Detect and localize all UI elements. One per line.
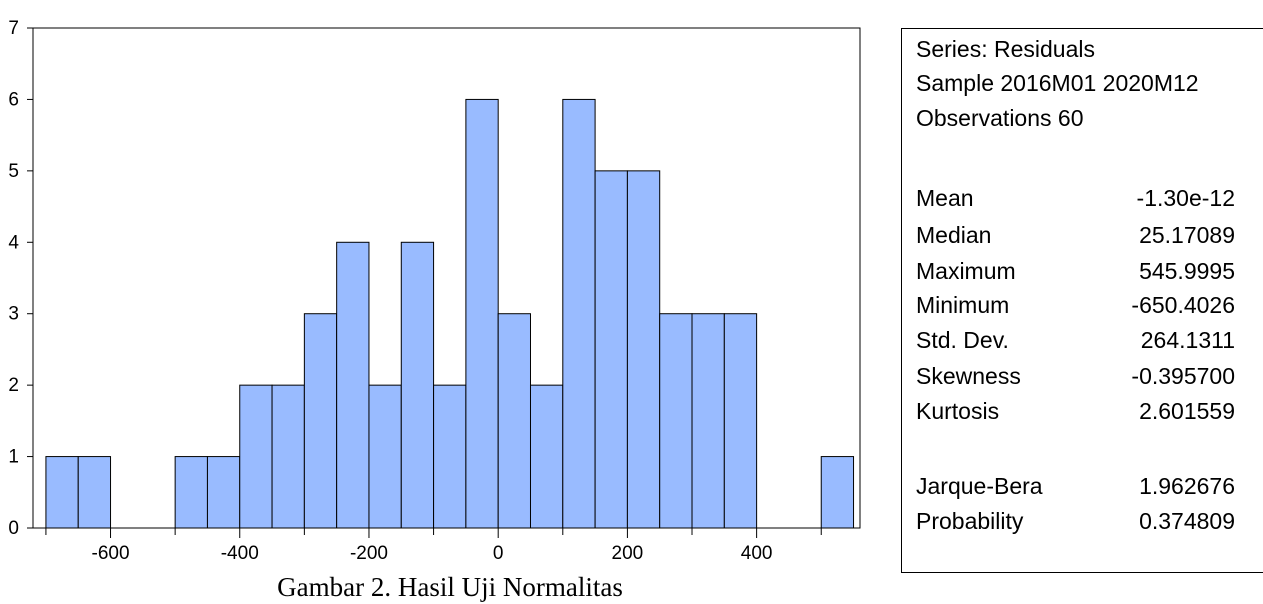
x-tick-label: -200 — [350, 543, 388, 564]
histogram-bar — [465, 98, 499, 529]
y-tick-label: 4 — [8, 232, 19, 253]
x-tick-label: 200 — [612, 543, 644, 564]
histogram-bar — [303, 313, 338, 529]
histogram-bar — [594, 170, 628, 529]
stat-label-probability: Probability — [916, 508, 1024, 534]
stat-label-kurtosis: Kurtosis — [916, 398, 1000, 424]
histogram-bar — [562, 98, 596, 529]
histogram-bar — [336, 241, 370, 529]
stat-label-skewness: Skewness — [916, 363, 1021, 389]
ticks-layer: -600 -400 -200 0 200 400 0 1 2 3 4 5 6 7 — [8, 18, 822, 564]
histogram-bar — [723, 313, 758, 529]
histogram-bar — [77, 456, 112, 529]
y-tick-label: 1 — [8, 447, 19, 468]
stat-value-std-dev: 264.1311 — [1140, 327, 1235, 353]
x-tick-label: 0 — [493, 543, 504, 564]
stat-label-mean: Mean — [916, 185, 974, 211]
histogram-bar — [239, 384, 273, 529]
stat-label-minimum: Minimum — [916, 292, 1010, 318]
histogram-bar — [206, 456, 241, 529]
stat-value-probability: 0.374809 — [1139, 508, 1235, 534]
stat-value-maximum: 545.9995 — [1139, 258, 1235, 284]
stat-value-median: 25.17089 — [1139, 222, 1235, 248]
stat-label-median: Median — [916, 222, 992, 248]
stat-value-jarque-bera: 1.962676 — [1139, 473, 1235, 499]
stat-label-std-dev: Std. Dev. — [916, 327, 1009, 353]
stat-label-jarque-bera: Jarque-Bera — [916, 473, 1043, 499]
histogram-bar — [433, 384, 467, 529]
stats-series-label: Series: Residuals — [916, 36, 1095, 62]
stat-value-minimum: -650.4026 — [1131, 292, 1235, 318]
figure-caption: Gambar 2. Hasil Uji Normalitas — [277, 572, 623, 602]
y-tick-label: 7 — [8, 18, 19, 39]
x-tick-label: 400 — [741, 543, 773, 564]
histogram-bar — [691, 313, 725, 529]
plot-frame — [32, 27, 861, 529]
stat-value-skewness: -0.395700 — [1131, 363, 1235, 389]
y-tick-label: 5 — [8, 161, 19, 182]
stats-panel: Series: Residuals Sample 2016M01 2020M12… — [901, 28, 1263, 573]
stat-value-mean: -1.30e-12 — [1136, 185, 1235, 211]
histogram-bar — [368, 384, 402, 529]
histogram-bar — [626, 170, 661, 529]
histogram-bar — [271, 384, 305, 529]
bars-layer — [45, 98, 855, 529]
y-tick-label: 3 — [8, 304, 19, 325]
histogram-bar — [45, 456, 79, 529]
x-tick-label: -400 — [221, 543, 259, 564]
stats-sample-label: Sample 2016M01 2020M12 — [916, 70, 1199, 96]
x-tick-label: -600 — [92, 543, 130, 564]
histogram-bar — [497, 313, 531, 529]
y-tick-label: 2 — [8, 375, 19, 396]
stat-label-maximum: Maximum — [916, 258, 1016, 284]
histogram-chart: -600 -400 -200 0 200 400 0 1 2 3 4 5 6 7 — [8, 18, 861, 564]
stat-value-kurtosis: 2.601559 — [1139, 398, 1235, 424]
histogram-bar — [400, 241, 435, 529]
y-tick-label: 6 — [8, 89, 19, 110]
histogram-bar — [529, 384, 564, 529]
histogram-bar — [659, 313, 693, 529]
y-tick-label: 0 — [8, 518, 19, 539]
stats-observations-label: Observations 60 — [916, 105, 1084, 131]
histogram-bar — [820, 456, 855, 529]
histogram-bar — [174, 456, 208, 529]
